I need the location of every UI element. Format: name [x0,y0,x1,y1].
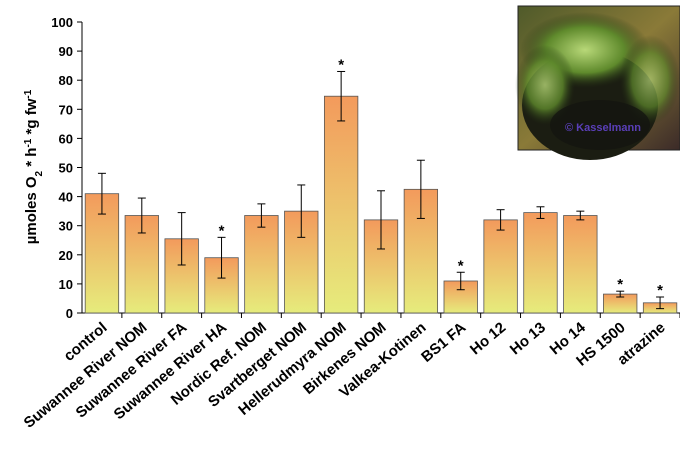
y-axis-label-part: -1 [23,138,34,147]
y-tick-label: 60 [59,131,73,146]
bar [323,95,359,314]
y-tick-label: 40 [59,190,73,205]
y-axis-label-part: -1 [23,89,34,98]
photo-inset: © Kasselmann [515,5,680,160]
x-tick-label: BS1 FA [418,319,469,366]
significance-mark: * [338,56,344,73]
y-tick-label: 70 [59,102,73,117]
photo-credit: © Kasselmann [565,122,641,134]
x-tick-label: Ho 13 [507,319,549,358]
y-axis-label-part: 2 [34,170,45,176]
y-axis-label-part: *g fw [23,98,40,138]
y-tick-label: 0 [66,306,73,321]
y-axis-label-part: * h [23,148,40,171]
y-tick-label: 90 [59,44,73,59]
significance-mark: * [219,222,225,239]
y-tick-label: 100 [51,15,73,30]
x-tick-label: Ho 12 [467,319,509,358]
y-tick-label: 20 [59,248,73,263]
bar [563,215,598,314]
bar [483,219,518,314]
significance-mark: * [458,257,464,274]
y-tick-label: 80 [59,73,73,88]
significance-mark: * [617,276,623,293]
y-axis-label-part: µmoles O [23,176,40,244]
y-axis-label: µmoles O2 * h-1 *g fw-1 [23,89,45,244]
bar [523,212,558,314]
significance-mark: * [657,282,663,299]
bar [244,215,279,314]
y-tick-label: 30 [59,219,73,234]
y-tick-label: 50 [59,161,73,176]
y-tick-label: 10 [59,277,73,292]
